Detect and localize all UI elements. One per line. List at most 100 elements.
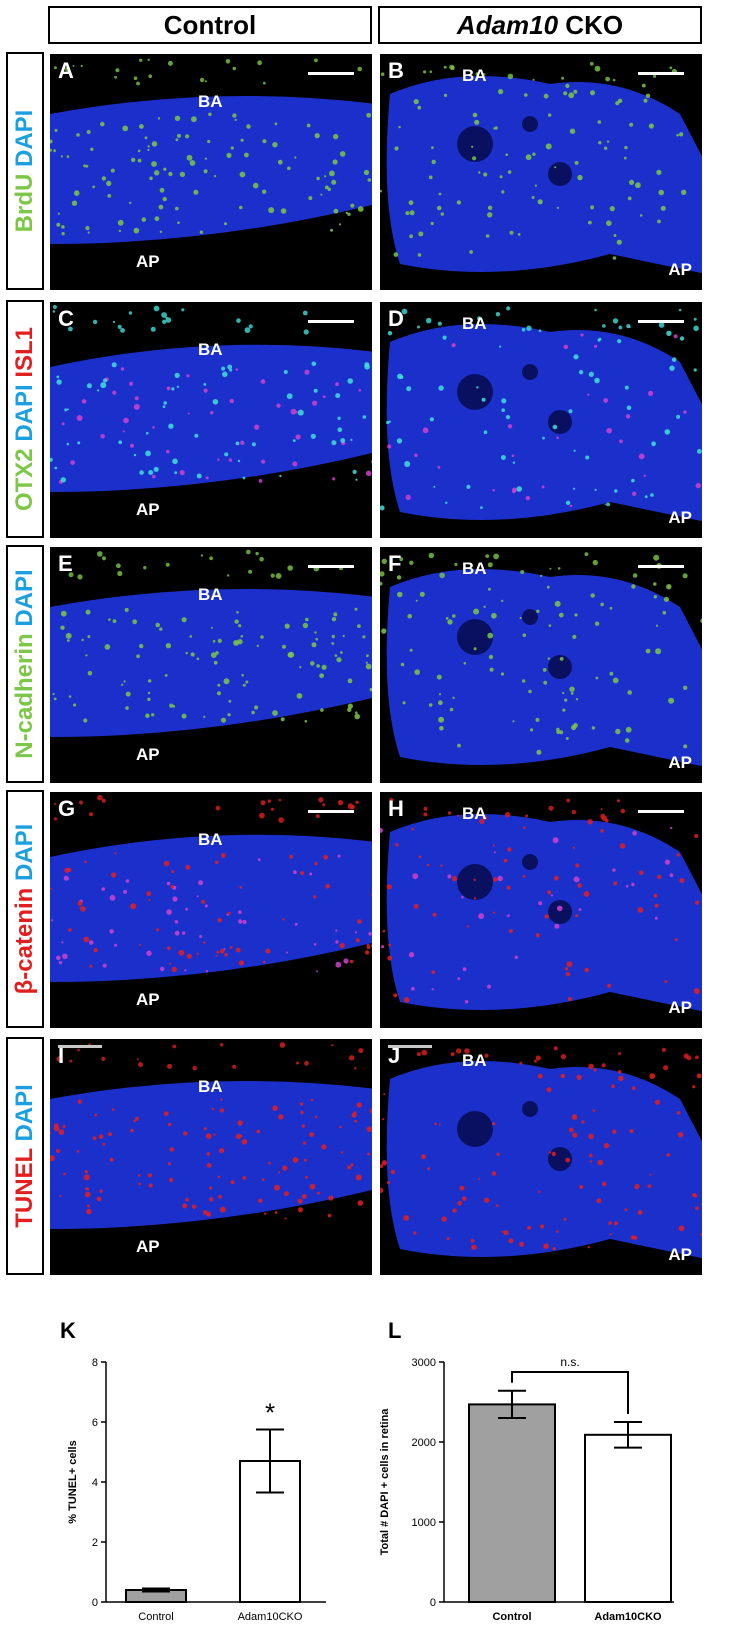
row-label-stain: DAPI	[11, 384, 38, 449]
y-tick-label: 8	[92, 1357, 98, 1369]
y-axis-label: Total # DAPI + cells in retina	[379, 1408, 391, 1556]
scale-bar	[308, 810, 354, 813]
apical-label: AP	[668, 1245, 692, 1264]
basal-label: BA	[462, 559, 487, 578]
row-label-5: TUNEL DAPI	[6, 1037, 44, 1275]
significance-marker: *	[265, 1398, 275, 1428]
row-label-stain: N-cadherin	[11, 633, 38, 759]
row-label-stain: β-catenin	[11, 887, 38, 995]
y-tick-label: 1000	[412, 1517, 436, 1529]
row-label-stain: OTX2	[11, 448, 38, 512]
y-tick-label: 0	[92, 1597, 98, 1609]
micrograph-image	[50, 794, 372, 982]
micrograph-image	[50, 305, 372, 492]
panel-letter: G	[58, 796, 76, 821]
scale-bar	[308, 565, 354, 568]
scale-bar	[638, 565, 684, 568]
panel-letter: F	[388, 551, 402, 576]
apical-label: AP	[668, 753, 692, 772]
micrograph-panel-c: C BA AP	[48, 300, 374, 540]
x-tick-label: Control	[138, 1611, 173, 1623]
panel-letter: E	[58, 551, 73, 576]
micrograph-image	[380, 797, 702, 1012]
row-label-4: β-catenin DAPI	[6, 790, 44, 1028]
basal-label: BA	[462, 804, 487, 823]
micrograph-image	[380, 552, 702, 767]
apical-label: AP	[136, 252, 160, 271]
apical-label: AP	[136, 745, 160, 764]
row-label-stain: DAPI	[11, 109, 38, 174]
apical-label: AP	[136, 500, 160, 519]
column-header-cko: Adam10 CKO	[378, 6, 702, 44]
micrograph-panel-g: G BA AP	[48, 790, 374, 1030]
panel-letter: B	[388, 58, 404, 83]
scale-bar	[308, 320, 354, 323]
scale-bar	[388, 1045, 432, 1048]
basal-label: BA	[462, 66, 487, 85]
basal-label: BA	[198, 830, 223, 849]
basal-label: BA	[198, 585, 223, 604]
row-label-stain: TUNEL	[11, 1148, 38, 1228]
y-tick-label: 4	[92, 1477, 98, 1489]
apical-label: AP	[136, 1237, 160, 1256]
apical-label: AP	[668, 508, 692, 527]
panel-letter: D	[388, 306, 404, 331]
column-header-cko-text: Adam10 CKO	[456, 9, 624, 40]
bar-adam10cko	[584, 1433, 672, 1603]
panel-label-k: K	[60, 1318, 76, 1343]
row-label-stain: BrdU	[11, 173, 38, 233]
scale-bar	[638, 320, 684, 323]
x-tick-label: Adam10CKO	[594, 1611, 662, 1623]
comparison-bracket	[511, 1371, 629, 1414]
panel-letter: C	[58, 306, 74, 331]
row-label-2: OTX2 DAPI ISL1	[6, 300, 44, 538]
x-tick-label: Adam10CKO	[238, 1611, 303, 1623]
column-header-control: Control	[48, 6, 372, 44]
significance-label: n.s.	[560, 1355, 579, 1369]
basal-label: BA	[198, 1077, 223, 1096]
scale-bar	[638, 72, 684, 75]
scale-bar	[308, 72, 354, 75]
y-tick-label: 6	[92, 1417, 98, 1429]
micrograph-panel-b: B BA AP	[378, 52, 704, 292]
y-axis-label: % TUNEL+ cells	[67, 1440, 79, 1523]
panel-letter: J	[388, 1043, 401, 1068]
chart-dapi-count: 0 1000 2000 3000 Total # DAPI + cells in ret…	[379, 1355, 674, 1623]
apical-label: AP	[668, 260, 692, 279]
micrograph-panel-i: I BA AP	[48, 1037, 374, 1277]
basal-label: BA	[462, 1051, 487, 1070]
micrograph-image	[50, 58, 372, 244]
scale-bar	[58, 1045, 102, 1048]
panel-letter: I	[58, 1043, 65, 1068]
basal-label: BA	[462, 314, 487, 333]
chart-tunel: 0 2 4 6 8 % TUNEL+ cells Control Adam10CKO *	[67, 1357, 326, 1623]
micrograph-image	[50, 549, 372, 737]
scale-bar	[638, 810, 684, 813]
y-tick-label: 3000	[412, 1357, 436, 1369]
row-label-stain: DAPI	[11, 823, 38, 888]
micrograph-image	[50, 1042, 372, 1229]
panel-letter: A	[58, 58, 74, 83]
y-tick-label: 0	[430, 1597, 436, 1609]
panel-letter: H	[388, 796, 404, 821]
column-header-control-text: Control	[163, 9, 257, 40]
micrograph-panel-j: J BA AP	[378, 1037, 704, 1277]
bar-control	[468, 1403, 556, 1604]
micrograph-panel-d: D BA AP	[378, 300, 704, 540]
x-tick-label: Control	[492, 1611, 531, 1623]
row-label-stain: ISL1	[11, 326, 38, 385]
apical-label: AP	[668, 998, 692, 1017]
panel-label-l: L	[388, 1318, 402, 1343]
y-tick-label: 2	[92, 1537, 98, 1549]
micrograph-image	[380, 61, 702, 274]
y-tick-label: 2000	[412, 1437, 436, 1449]
basal-label: BA	[198, 92, 223, 111]
basal-label: BA	[198, 340, 223, 359]
micrograph-image	[380, 1046, 702, 1259]
row-label-stain: DAPI	[11, 569, 38, 634]
micrograph-panel-f: F BA AP	[378, 545, 704, 785]
row-label-stain: DAPI	[11, 1084, 38, 1149]
row-label-1: BrdU DAPI	[6, 52, 44, 290]
micrograph-panel-h: H BA AP	[378, 790, 704, 1030]
apical-label: AP	[136, 990, 160, 1009]
